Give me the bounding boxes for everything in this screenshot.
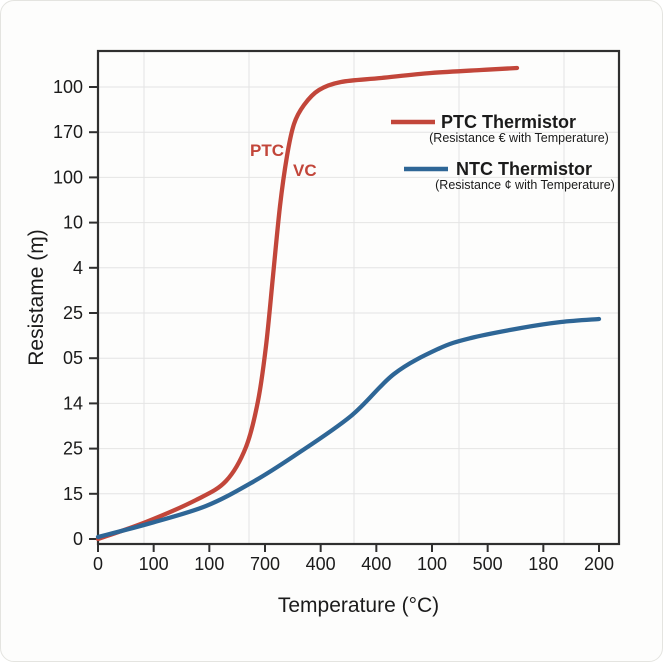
x-tick-label: 400 bbox=[361, 554, 391, 574]
legend-item-ntc: NTC Thermistor(Resistance ¢ with Tempera… bbox=[404, 159, 615, 192]
y-tick-label: 170 bbox=[53, 122, 83, 142]
gridlines bbox=[98, 51, 619, 544]
y-tick-label: 15 bbox=[63, 484, 83, 504]
legend-sublabel: (Resistance € with Temperature) bbox=[429, 131, 609, 145]
x-axis-label: Temperature (°C) bbox=[278, 594, 439, 617]
ntc-curve bbox=[95, 316, 602, 540]
x-tick-label: 200 bbox=[584, 554, 614, 574]
axis-ticks bbox=[89, 86, 600, 552]
y-tick-label: 100 bbox=[53, 167, 83, 187]
y-tick-label: 0 bbox=[73, 529, 83, 549]
tick-labels: 0 100 100 700 400 400 100 500 180 200 100 170 100 10 4… bbox=[53, 77, 614, 574]
curve-annotation-ptc: PTC bbox=[250, 141, 284, 160]
y-tick-label: 05 bbox=[63, 348, 83, 368]
x-tick-label: 0 bbox=[93, 554, 103, 574]
x-tick-label: 400 bbox=[306, 554, 336, 574]
x-tick-label: 180 bbox=[528, 554, 558, 574]
x-tick-label: 500 bbox=[473, 554, 503, 574]
legend-sublabel: (Resistance ¢ with Temperature) bbox=[435, 178, 615, 192]
legend-label: NTC Thermistor bbox=[456, 159, 592, 179]
x-tick-label: 100 bbox=[417, 554, 447, 574]
y-tick-label: 100 bbox=[53, 77, 83, 97]
x-tick-label: 100 bbox=[194, 554, 224, 574]
legend-item-ptc: PTC Thermistor(Resistance € with Tempera… bbox=[391, 112, 609, 145]
y-tick-label: 25 bbox=[63, 303, 83, 323]
y-axis-label: Resistame (ɱ) bbox=[25, 229, 48, 366]
y-tick-label: 25 bbox=[63, 439, 83, 459]
x-tick-label: 100 bbox=[139, 554, 169, 574]
plot-frame bbox=[96, 49, 621, 546]
curve-annotation-vc: VC bbox=[293, 161, 317, 180]
y-tick-label: 10 bbox=[63, 213, 83, 233]
y-tick-label: 4 bbox=[73, 258, 83, 278]
y-tick-label: 14 bbox=[63, 393, 83, 413]
ptc-curve bbox=[95, 65, 520, 542]
x-tick-label: 700 bbox=[250, 554, 280, 574]
legend-label: PTC Thermistor bbox=[441, 112, 576, 132]
